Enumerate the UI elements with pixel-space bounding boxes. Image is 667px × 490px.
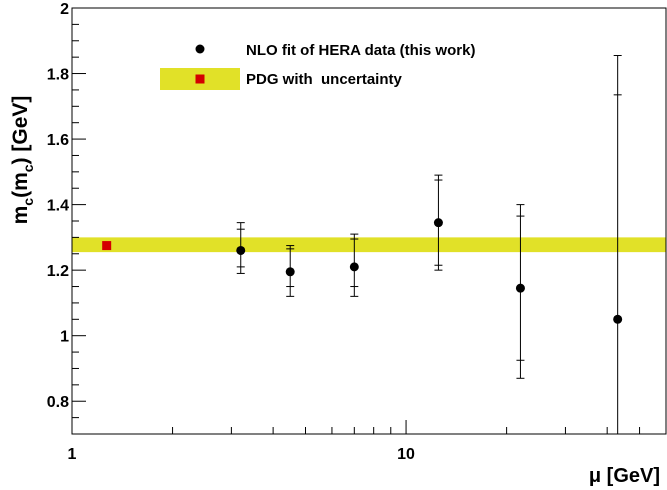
data-point [349,262,359,272]
legend-label-hera: NLO fit of HERA data (this work) [246,42,475,59]
y-axis-title-end: ) [GeV] [9,96,32,165]
y-tick-label: 2 [60,1,69,18]
y-axis-title-sub1: c [20,198,36,206]
legend-marker-hera [195,44,205,54]
legend-label-pdg: PDG with uncertainty [246,71,403,88]
x-axis-title: μ [GeV] [589,465,660,487]
y-axis-title-m: m [9,206,32,225]
pdg-point [102,241,112,251]
y-tick-label: 1.4 [47,198,69,215]
y-axis-title-mid: (m [9,172,32,198]
y-tick-label: 1 [60,329,69,346]
data-point [613,314,623,324]
legend-marker-pdg [195,74,205,84]
pdg-uncertainty-band [72,237,666,253]
x-tick-label: 10 [397,446,415,463]
data-point [236,245,246,255]
data-point [285,267,295,277]
legend: NLO fit of HERA data (this work) PDG wit… [160,42,475,90]
y-tick-label: 0.8 [47,394,69,411]
y-tick-label: 1.6 [47,132,69,149]
x-tick-label: 1 [68,446,77,463]
data-point [433,218,443,228]
data-point [515,283,525,293]
y-tick-label: 1.2 [47,263,69,280]
y-tick-label: 1.8 [47,67,69,84]
y-axis-title: mc(mc) [GeV] [9,96,36,225]
y-axis-title-sub2: c [20,164,36,172]
